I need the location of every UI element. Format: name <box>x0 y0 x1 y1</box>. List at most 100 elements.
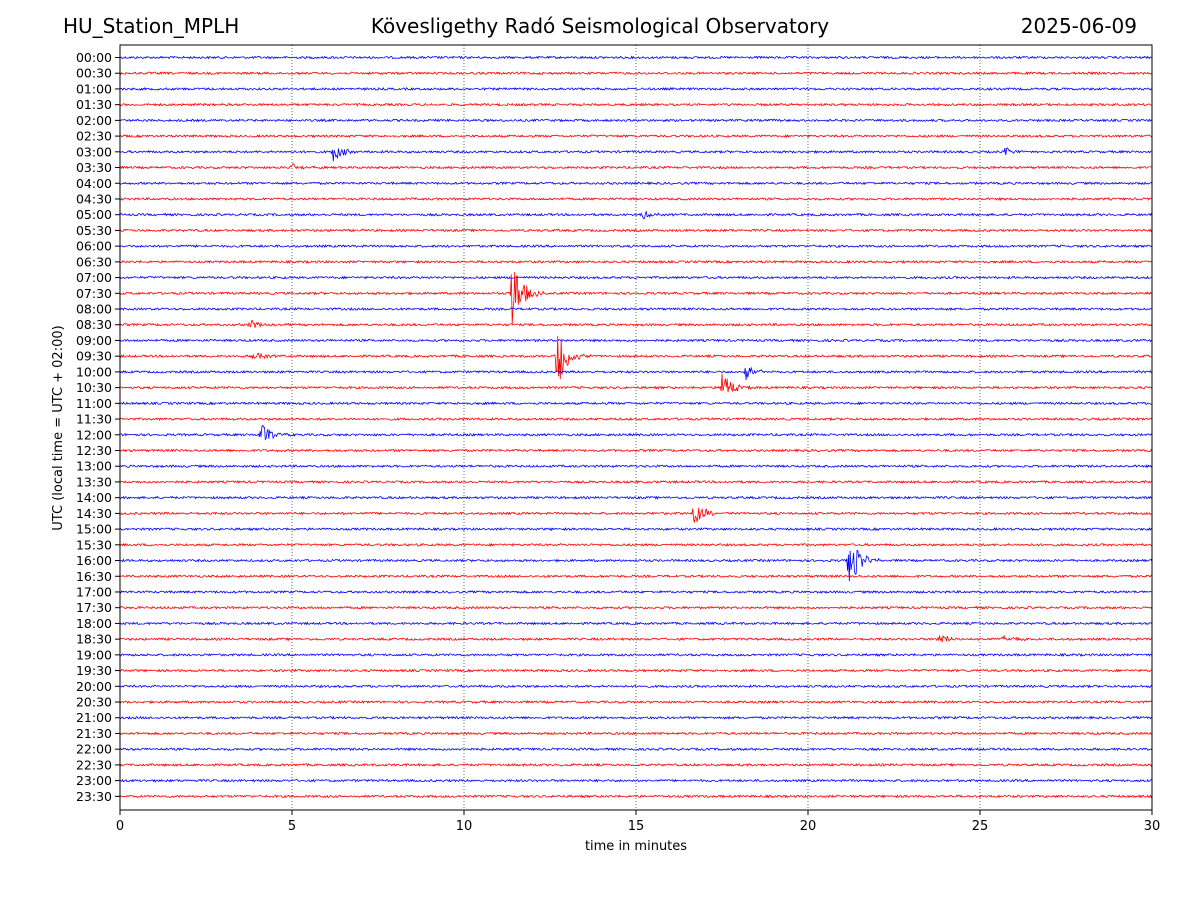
trace-0530 <box>119 228 1153 233</box>
trace-0130 <box>119 102 1153 107</box>
trace-0300 <box>119 147 1153 162</box>
y-tick-label: 15:30 <box>76 537 112 552</box>
y-tick-label: 18:00 <box>76 616 112 631</box>
trace-0030 <box>119 71 1153 76</box>
y-tick-label: 22:00 <box>76 742 112 757</box>
y-tick-label: 02:00 <box>76 113 112 128</box>
trace-2300 <box>119 778 1153 783</box>
trace-0600 <box>119 244 1153 249</box>
y-tick-label: 07:00 <box>76 270 112 285</box>
y-tick-label: 20:00 <box>76 679 112 694</box>
x-tick-label: 30 <box>1144 819 1161 834</box>
y-tick-label: 17:00 <box>76 584 112 599</box>
x-tick-label: 5 <box>288 819 296 834</box>
trace-0800 <box>119 306 1153 312</box>
y-tick-label: 03:30 <box>76 160 112 175</box>
y-tick-label: 13:30 <box>76 474 112 489</box>
trace-0430 <box>119 196 1153 202</box>
y-tick-label: 19:00 <box>76 647 112 662</box>
x-tick-label: 25 <box>972 819 989 834</box>
y-tick-label: 22:30 <box>76 757 112 772</box>
y-tick-label: 12:30 <box>76 443 112 458</box>
station-label: HU_Station_MPLH <box>63 14 240 38</box>
x-tick-label: 0 <box>116 819 124 834</box>
trace-0930 <box>119 336 1153 380</box>
x-axis: 0 5 10 15 20 25 30 <box>116 810 1160 834</box>
trace-0900 <box>119 338 1153 343</box>
trace-1830 <box>119 634 1153 643</box>
trace-1900 <box>119 652 1153 657</box>
x-tick-label: 10 <box>456 819 473 834</box>
y-axis-label: UTC (local time = UTC + 02:00) <box>51 325 66 530</box>
y-tick-label: 04:30 <box>76 191 112 206</box>
grid-lines <box>291 45 981 810</box>
y-tick-label: 13:00 <box>76 459 112 474</box>
trace-2130 <box>119 731 1153 736</box>
trace-1530 <box>119 542 1153 547</box>
y-tick-label: 05:30 <box>76 223 112 238</box>
y-tick-label: 14:30 <box>76 506 112 521</box>
trace-1130 <box>119 416 1153 422</box>
y-tick-label: 14:00 <box>76 490 112 505</box>
trace-1200 <box>119 424 1153 441</box>
y-tick-label: 04:00 <box>76 176 112 191</box>
trace-0700 <box>119 275 1153 280</box>
y-tick-label: 03:00 <box>76 144 112 159</box>
trace-2100 <box>119 715 1153 720</box>
y-tick-label: 20:30 <box>76 695 112 710</box>
trace-0730 <box>119 272 1153 325</box>
trace-1630 <box>119 574 1153 579</box>
trace-1300 <box>119 464 1153 469</box>
trace-1430 <box>119 507 1153 523</box>
y-tick-label: 08:30 <box>76 317 112 332</box>
y-tick-label: 10:30 <box>76 380 112 395</box>
trace-1600 <box>119 550 1153 582</box>
trace-2000 <box>119 684 1153 689</box>
trace-0200 <box>119 118 1153 123</box>
trace-1730 <box>119 605 1153 610</box>
y-tick-label: 21:30 <box>76 726 112 741</box>
y-tick-label: 18:30 <box>76 632 112 647</box>
trace-1500 <box>119 527 1153 532</box>
trace-2330 <box>119 794 1153 799</box>
y-tick-label: 02:30 <box>76 129 112 144</box>
trace-0830 <box>119 320 1153 328</box>
trace-0100 <box>119 86 1153 91</box>
y-tick-label: 17:30 <box>76 600 112 615</box>
y-axis: 00:0000:3001:0001:3002:0002:3003:0003:30… <box>76 50 120 804</box>
y-tick-label: 00:00 <box>76 50 112 65</box>
trace-1930 <box>119 668 1153 673</box>
trace-1700 <box>119 589 1153 595</box>
y-tick-label: 23:00 <box>76 773 112 788</box>
y-tick-label: 07:30 <box>76 286 112 301</box>
y-tick-label: 06:30 <box>76 254 112 269</box>
y-tick-label: 12:00 <box>76 427 112 442</box>
x-tick-label: 20 <box>800 819 817 834</box>
trace-1100 <box>119 401 1153 406</box>
y-tick-label: 00:30 <box>76 66 112 81</box>
trace-1230 <box>119 448 1153 453</box>
trace-1800 <box>119 621 1153 626</box>
y-tick-label: 11:00 <box>76 396 112 411</box>
trace-0330 <box>119 163 1153 170</box>
y-tick-label: 16:30 <box>76 569 112 584</box>
trace-1330 <box>119 479 1153 484</box>
date-label: 2025-06-09 <box>1020 14 1137 38</box>
y-tick-label: 16:00 <box>76 553 112 568</box>
trace-0230 <box>119 134 1153 139</box>
y-tick-label: 10:00 <box>76 364 112 379</box>
trace-2030 <box>119 699 1153 705</box>
trace-2230 <box>119 762 1153 768</box>
trace-2200 <box>119 747 1153 752</box>
y-tick-label: 19:30 <box>76 663 112 678</box>
y-tick-label: 15:00 <box>76 522 112 537</box>
y-tick-label: 23:30 <box>76 789 112 804</box>
x-axis-label: time in minutes <box>585 839 687 854</box>
y-tick-label: 01:30 <box>76 97 112 112</box>
trace-1000 <box>119 366 1153 381</box>
y-tick-label: 21:00 <box>76 710 112 725</box>
y-tick-label: 09:30 <box>76 349 112 364</box>
y-tick-label: 11:30 <box>76 412 112 427</box>
trace-0630 <box>119 259 1153 264</box>
